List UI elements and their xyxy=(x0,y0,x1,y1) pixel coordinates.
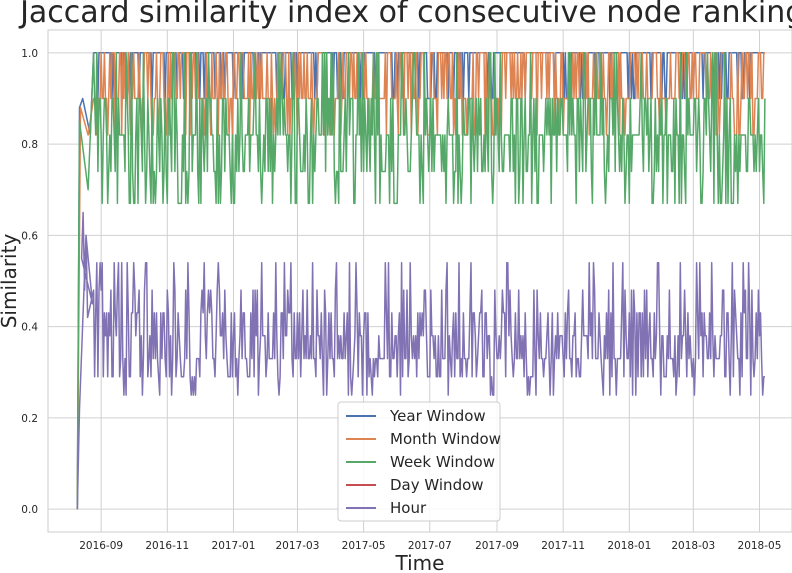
series-line xyxy=(76,52,766,510)
y-tick-label: 0.2 xyxy=(21,413,38,425)
legend-label: Year Window xyxy=(389,407,486,425)
x-tick-label: 2017-03 xyxy=(276,540,320,552)
y-tick-label: 0.6 xyxy=(21,230,38,242)
legend: Year Window Month Window Week Window Day Wi… xyxy=(337,401,501,522)
x-axis-label: Time xyxy=(395,551,445,573)
x-tick-label: 2017-07 xyxy=(408,540,452,552)
legend-label: Week Window xyxy=(390,453,495,471)
x-tick-label: 2016-11 xyxy=(145,540,189,552)
y-tick-label: 0.8 xyxy=(21,139,38,151)
x-tick-label: 2017-11 xyxy=(541,540,585,552)
y-axis-label: Similarity xyxy=(0,234,21,329)
legend-label: Hour xyxy=(390,499,427,517)
x-axis-ticks: 2016-09 2016-11 2017-01 2017-03 2017-05 2017-… xyxy=(79,540,781,552)
x-tick-label: 2018-05 xyxy=(738,540,782,552)
series-lines xyxy=(76,52,766,510)
series-line xyxy=(76,52,765,510)
legend-label: Day Window xyxy=(390,476,484,494)
x-tick-label: 2018-03 xyxy=(671,540,715,552)
x-tick-label: 2017-01 xyxy=(212,540,256,552)
y-axis-ticks: 0.0 0.2 0.4 0.6 0.8 1.0 xyxy=(21,48,38,516)
series-line xyxy=(76,211,765,510)
x-tick-label: 2016-09 xyxy=(79,540,123,552)
chart-title: Jaccard similarity index of consecutive … xyxy=(18,0,792,30)
legend-label: Month Window xyxy=(390,430,501,448)
x-tick-label: 2018-01 xyxy=(607,540,651,552)
y-tick-label: 1.0 xyxy=(21,48,38,60)
x-tick-label: 2017-05 xyxy=(342,540,386,552)
x-tick-label: 2017-09 xyxy=(475,540,519,552)
y-tick-label: 0.0 xyxy=(21,504,38,516)
legend-box xyxy=(337,401,501,522)
y-tick-label: 0.4 xyxy=(21,322,38,334)
